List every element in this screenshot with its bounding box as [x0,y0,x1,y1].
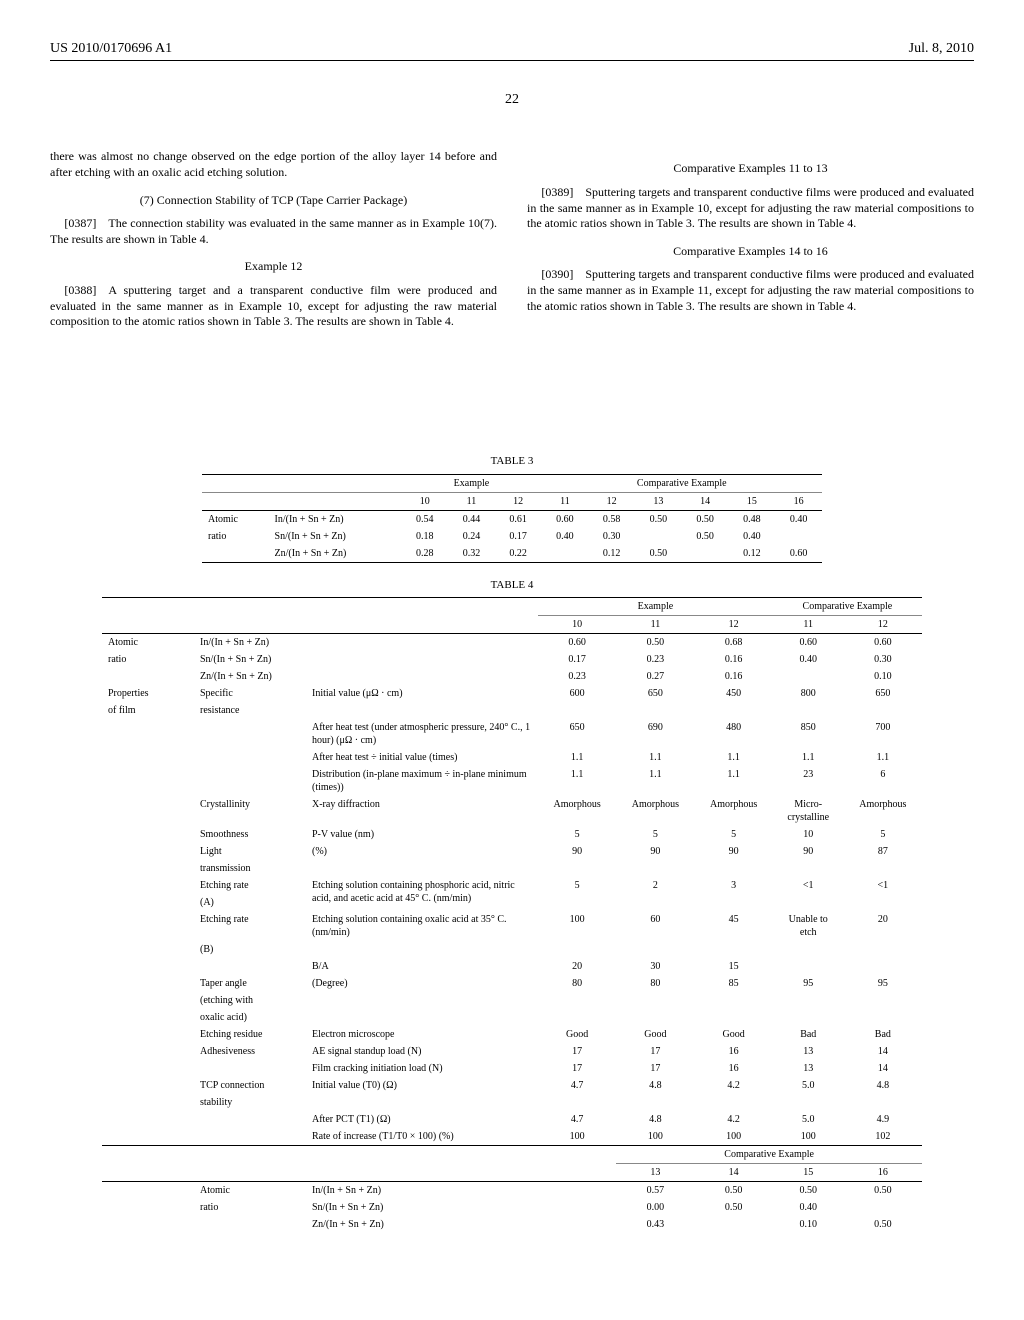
t3-sn-label: Sn/(In + Sn + Zn) [269,528,402,545]
publication-number: US 2010/0170696 A1 [50,40,172,58]
col-c13: 13 [635,492,682,510]
col-c15: 15 [728,492,775,510]
section-heading-compex-14-16: Comparative Examples 14 to 16 [527,244,974,260]
table3: Example Comparative Example 10 11 12 11 … [202,474,822,563]
t4-example-header: Example [538,597,773,615]
publication-date: Jul. 8, 2010 [909,40,974,58]
para-0390: [0390] Sputtering targets and transparen… [527,267,974,314]
para-0389: [0389] Sputtering targets and transparen… [527,185,974,232]
col-10: 10 [401,492,448,510]
t3-zn-label: Zn/(In + Sn + Zn) [269,545,402,563]
body-columns: there was almost no change observed on t… [50,149,974,429]
table3-compex-header: Comparative Example [542,474,822,492]
col-c14: 14 [682,492,729,510]
page-number: 22 [50,91,974,109]
t3-in-label: In/(In + Sn + Zn) [269,510,402,528]
section-heading-example-12: Example 12 [50,259,497,275]
col-c12: 12 [588,492,635,510]
t3-atomic: Atomic [202,510,269,528]
table3-example-header: Example [401,474,541,492]
col-c11: 11 [542,492,589,510]
para-continuation: there was almost no change observed on t… [50,149,497,180]
table4: Example Comparative Example 10 11 12 11 … [102,597,922,1233]
t4-bottom-compex-header: Comparative Example [616,1145,922,1163]
table4-caption: TABLE 4 [50,578,974,592]
section-heading-tcp: (7) Connection Stability of TCP (Tape Ca… [50,193,497,209]
col-12: 12 [495,492,542,510]
table3-caption: TABLE 3 [50,454,974,468]
section-heading-compex-11-13: Comparative Examples 11 to 13 [527,161,974,177]
t4-compex-header: Comparative Example [773,597,922,615]
col-c16: 16 [775,492,822,510]
para-0387: [0387] The connection stability was eval… [50,216,497,247]
para-0388: [0388] A sputtering target and a transpa… [50,283,497,330]
col-11: 11 [448,492,495,510]
t3-ratio: ratio [202,528,269,545]
